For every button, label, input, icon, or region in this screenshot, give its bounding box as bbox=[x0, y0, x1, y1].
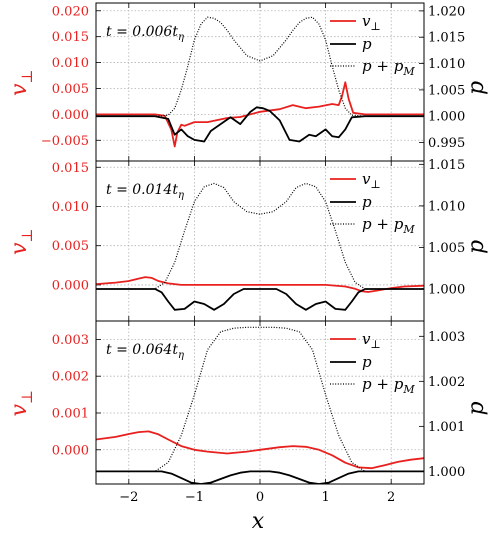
right-tick-label: 1.015 bbox=[428, 158, 465, 173]
left-tick-label: 0.005 bbox=[52, 239, 89, 254]
left-axis-label: v⊥ bbox=[7, 228, 36, 255]
x-tick-label: −2 bbox=[119, 490, 138, 505]
series-line-ppm-dotted bbox=[96, 16, 424, 117]
legend-label: p bbox=[362, 35, 372, 53]
x-tick-label: 2 bbox=[387, 490, 395, 505]
left-tick-label: 0.010 bbox=[52, 56, 89, 71]
right-tick-label: 1.002 bbox=[428, 375, 465, 390]
left-tick-label: 0.005 bbox=[52, 82, 89, 97]
panel-middle: 0.015 0.010 0.005 0.000 1.015 1.010 1.005 1.000… bbox=[7, 158, 489, 322]
left-tick-label: 0.002 bbox=[52, 370, 89, 385]
right-tick-label: 1.015 bbox=[428, 31, 465, 46]
left-axis-label: v⊥ bbox=[7, 69, 36, 96]
left-tick-label: 0.000 bbox=[52, 108, 89, 123]
series-line-v-solid bbox=[96, 430, 424, 470]
x-axis-label: x bbox=[252, 509, 265, 534]
series-line-p-solid bbox=[96, 288, 424, 311]
time-annotation: t = 0.014tη bbox=[106, 182, 184, 201]
right-tick-label: 1.010 bbox=[428, 199, 465, 214]
right-tick-label: 1.000 bbox=[428, 283, 465, 298]
left-axis-label: v⊥ bbox=[7, 390, 36, 417]
legend-label: v⊥ bbox=[362, 330, 381, 351]
left-tick-label: 0.001 bbox=[52, 406, 89, 421]
left-tick-label: 0.000 bbox=[52, 443, 89, 458]
legend-label: v⊥ bbox=[362, 170, 381, 191]
series-line-v-solid bbox=[96, 81, 424, 148]
x-tick-label: 1 bbox=[321, 490, 329, 505]
time-annotation: t = 0.064tη bbox=[106, 342, 184, 361]
time-annotation: t = 0.006tη bbox=[106, 24, 184, 43]
panel-frame bbox=[95, 320, 425, 485]
right-tick-label: 0.995 bbox=[428, 136, 465, 151]
series-line-p-solid bbox=[96, 106, 424, 143]
legend-label: p bbox=[362, 353, 372, 371]
left-tick-label: 0.015 bbox=[52, 30, 89, 45]
left-tick-label: 0.010 bbox=[52, 200, 89, 215]
panel-bottom: 0.003 0.002 0.001 0.000 1.003 1.002 1.001 1.000… bbox=[7, 320, 489, 505]
right-axis-label: p bbox=[464, 81, 489, 95]
right-tick-label: 1.000 bbox=[428, 465, 465, 480]
right-tick-label: 1.001 bbox=[428, 420, 465, 435]
left-tick-label: −0.005 bbox=[41, 134, 89, 149]
left-tick-label: 0.020 bbox=[52, 4, 89, 19]
series-line-v-solid bbox=[96, 276, 424, 293]
x-tick-label: −1 bbox=[185, 490, 204, 505]
legend-label: p bbox=[362, 193, 372, 211]
right-tick-label: 1.005 bbox=[428, 83, 465, 98]
right-tick-label: 1.005 bbox=[428, 241, 465, 256]
legend-label: p + pM bbox=[362, 375, 415, 396]
series-line-ppm-dotted bbox=[96, 326, 424, 472]
series-line-ppm-dotted bbox=[96, 182, 424, 290]
left-tick-label: 0.000 bbox=[52, 278, 89, 293]
right-axis-label: p bbox=[464, 401, 489, 415]
right-tick-label: 1.020 bbox=[428, 4, 465, 19]
left-tick-label: 0.015 bbox=[52, 161, 89, 176]
series-line-p-solid bbox=[96, 470, 424, 484]
panels-group: 0.020 0.015 0.010 0.005 0.000 −0.005 1.020 1.01… bbox=[7, 2, 489, 505]
legend-label: p + pM bbox=[362, 57, 415, 78]
legend-label: p + pM bbox=[362, 215, 415, 236]
right-tick-label: 1.003 bbox=[428, 330, 465, 345]
left-tick-label: 0.003 bbox=[52, 333, 89, 348]
panel-top: 0.020 0.015 0.010 0.005 0.000 −0.005 1.020 1.01… bbox=[7, 2, 489, 162]
x-tick-label: 0 bbox=[256, 490, 264, 505]
right-axis-label: p bbox=[464, 240, 489, 254]
right-tick-label: 1.010 bbox=[428, 57, 465, 72]
right-tick-label: 1.000 bbox=[428, 110, 465, 125]
legend-label: v⊥ bbox=[362, 12, 381, 33]
